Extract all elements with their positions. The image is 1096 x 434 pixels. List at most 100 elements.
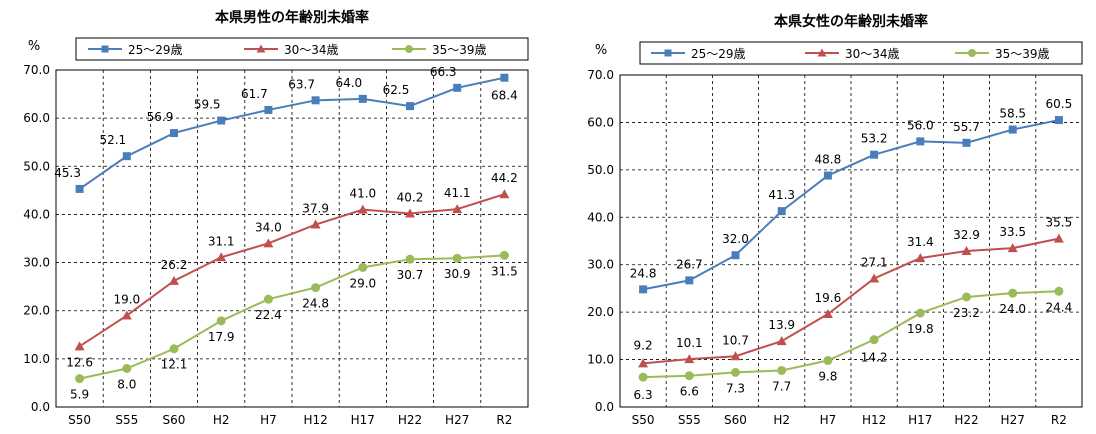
legend-swatch-marker: [405, 45, 413, 53]
y-tick-label: 40.0: [587, 210, 614, 224]
data-point: [499, 189, 510, 199]
y-tick-label: 10.0: [587, 353, 614, 367]
data-label: 32.0: [722, 232, 749, 246]
x-tick-label: H17: [351, 413, 375, 427]
data-label: 30.9: [444, 267, 471, 281]
legend-box: [639, 41, 1083, 65]
data-label: 10.1: [676, 336, 703, 350]
x-tick-label: H17: [908, 413, 932, 427]
data-point: [731, 251, 740, 260]
data-label: 17.9: [208, 330, 235, 344]
data-point: [823, 171, 832, 180]
data-label: 23.2: [953, 306, 980, 320]
data-point: [1008, 288, 1018, 298]
series-line: [643, 290, 1059, 379]
data-point: [500, 73, 509, 82]
x-tick-label: H22: [954, 413, 978, 427]
data-label: 37.9: [302, 202, 329, 216]
data-label: 7.3: [726, 381, 745, 395]
y-tick-label: 10.0: [23, 352, 50, 366]
data-point: [685, 276, 694, 285]
data-point: [216, 252, 227, 262]
data-label: 68.4: [491, 89, 518, 103]
data-point: [1007, 243, 1018, 253]
data-point: [776, 336, 787, 346]
legend: 25～29歳 30～34歳 35～39歳: [639, 41, 1083, 65]
y-axis-label: %: [595, 43, 607, 58]
x-tick-label: S60: [163, 413, 186, 427]
series-line: [643, 237, 1060, 365]
data-point: [264, 105, 273, 114]
data-label: 35.5: [1046, 216, 1073, 230]
data-label: 9.2: [634, 338, 653, 352]
data-label: 64.0: [335, 76, 362, 90]
data-point: [823, 356, 833, 366]
data-label: 52.1: [99, 133, 126, 147]
data-point: [122, 152, 131, 161]
x-tick-label: S50: [68, 413, 91, 427]
data-point: [311, 96, 320, 105]
data-label: 6.3: [634, 388, 653, 402]
data-label: 24.8: [630, 266, 657, 280]
x-tick-label: S55: [115, 413, 138, 427]
y-tick-label: 60.0: [587, 115, 614, 129]
data-label: 22.4: [255, 308, 282, 322]
data-point: [638, 358, 649, 368]
data-point: [915, 253, 926, 263]
data-label: 62.5: [383, 83, 410, 97]
data-label: 31.4: [907, 235, 934, 249]
series-line: [79, 76, 505, 190]
data-label: 41.1: [444, 186, 471, 200]
data-point: [869, 273, 880, 283]
data-point: [74, 341, 85, 351]
data-point: [170, 129, 178, 138]
data-point: [310, 219, 321, 229]
data-label: 19.0: [113, 293, 140, 307]
legend-entry: 35～39歳: [432, 43, 487, 57]
chart-title: 本県男性の年齢別未婚率: [215, 9, 369, 26]
data-point: [777, 365, 787, 375]
y-tick-label: 70.0: [23, 63, 50, 77]
data-label: 60.5: [1046, 97, 1073, 111]
chart-panel-2: 本県女性の年齢別未婚率% 25～29歳 30～34歳 35～39歳 0.0 10.0 20.…: [587, 13, 1083, 427]
x-tick-label: H2: [773, 413, 790, 427]
data-point: [731, 367, 740, 377]
data-point: [452, 204, 463, 214]
data-point: [169, 275, 179, 285]
data-label: 27.1: [861, 255, 888, 269]
data-label: 66.3: [430, 65, 457, 79]
legend-entry: 30～34歳: [284, 43, 339, 57]
data-point: [961, 245, 972, 255]
x-tick-label: R2: [1051, 413, 1067, 427]
data-label: 7.7: [772, 379, 791, 393]
data-point: [499, 250, 509, 260]
data-point: [639, 285, 648, 294]
y-tick-label: 60.0: [23, 111, 50, 125]
data-point: [216, 316, 226, 326]
data-label: 19.6: [815, 291, 842, 305]
data-label: 26.7: [676, 257, 703, 271]
data-label: 44.2: [491, 171, 518, 185]
y-axis-label: %: [28, 39, 40, 54]
data-label: 24.8: [302, 297, 329, 311]
legend-entry: 30～34歳: [845, 47, 900, 61]
data-point: [217, 116, 226, 125]
legend-swatch-marker: [256, 44, 266, 53]
data-label: 56.0: [907, 118, 934, 132]
data-label: 32.9: [953, 228, 980, 242]
data-label: 59.5: [194, 98, 221, 112]
data-label: 24.4: [1046, 300, 1073, 314]
legend: 25～29歳 30～34歳 35～39歳: [75, 37, 529, 61]
data-label: 30.7: [397, 268, 424, 282]
data-label: 9.8: [818, 370, 837, 384]
series-2: 12.6 19.0 26.2 31.1 34.0 37.9 41.0 40.2 41.1 44.2: [66, 171, 518, 369]
data-label: 41.0: [349, 187, 376, 201]
legend-swatch-marker: [664, 49, 672, 57]
data-point: [357, 204, 368, 214]
data-point: [263, 238, 274, 248]
data-point: [822, 309, 833, 319]
x-tick-label: H27: [1001, 413, 1025, 427]
x-tick-label: H7: [820, 413, 837, 427]
